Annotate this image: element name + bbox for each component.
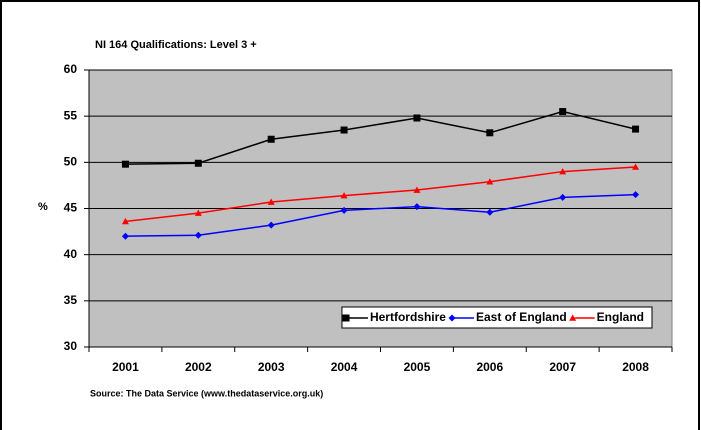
x-tick-label: 2006 bbox=[476, 360, 503, 374]
data-point bbox=[486, 178, 494, 185]
data-point bbox=[340, 192, 348, 199]
y-tick-label: 50 bbox=[64, 155, 78, 169]
data-point bbox=[340, 126, 348, 134]
data-point bbox=[194, 209, 202, 216]
legend-label: Hertfordshire bbox=[370, 310, 446, 324]
y-tick-label: 30 bbox=[64, 339, 78, 353]
x-tick-label: 2002 bbox=[185, 360, 212, 374]
y-tick-label: 45 bbox=[64, 201, 78, 215]
data-point bbox=[267, 221, 275, 229]
data-point bbox=[121, 217, 129, 225]
data-point bbox=[267, 135, 275, 143]
data-point bbox=[486, 208, 494, 216]
source-note: Source: The Data Service (www.thedataser… bbox=[90, 388, 323, 398]
x-tick-label: 2001 bbox=[112, 360, 139, 374]
x-tick-label: 2005 bbox=[404, 360, 431, 374]
data-point bbox=[121, 232, 129, 240]
y-axis-label: % bbox=[38, 201, 48, 213]
data-point bbox=[632, 163, 640, 170]
data-point bbox=[632, 191, 640, 199]
data-point bbox=[559, 108, 567, 116]
data-point bbox=[559, 168, 567, 175]
legend-marker bbox=[342, 314, 350, 322]
data-point bbox=[486, 129, 494, 137]
legend: Hertfordshire East of England England bbox=[341, 306, 653, 329]
data-point bbox=[413, 114, 421, 122]
legend-label: England bbox=[597, 310, 644, 324]
data-point bbox=[340, 206, 348, 214]
data-point bbox=[267, 198, 275, 205]
series-line bbox=[125, 110, 636, 165]
y-tick-label: 35 bbox=[64, 293, 78, 307]
data-point bbox=[194, 159, 202, 167]
data-point bbox=[559, 193, 567, 201]
x-tick-label: 2003 bbox=[258, 360, 285, 374]
x-tick-label: 2007 bbox=[549, 360, 576, 374]
x-tick-label: 2004 bbox=[331, 360, 358, 374]
y-tick-label: 60 bbox=[64, 62, 78, 76]
data-point bbox=[632, 125, 640, 133]
data-point bbox=[194, 231, 202, 239]
y-tick-label: 40 bbox=[64, 247, 78, 261]
legend-label: East of England bbox=[476, 310, 567, 324]
data-point bbox=[413, 203, 421, 211]
series-line bbox=[125, 166, 636, 223]
series-line bbox=[125, 193, 636, 237]
legend-box bbox=[341, 306, 653, 329]
data-point bbox=[413, 186, 421, 193]
data-point bbox=[121, 160, 129, 168]
chart-title: NI 164 Qualifications: Level 3 + bbox=[95, 39, 257, 51]
x-tick-label: 2008 bbox=[622, 360, 649, 374]
y-tick-label: 55 bbox=[64, 108, 78, 122]
legend-marker bbox=[569, 314, 577, 321]
legend-marker bbox=[448, 314, 456, 322]
